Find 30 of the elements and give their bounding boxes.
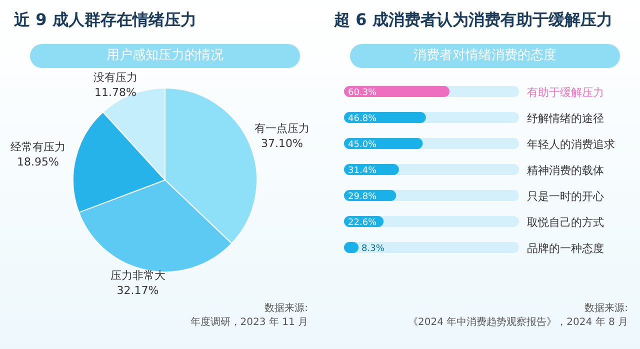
y-tick-label: 纾解情绪的途径: [527, 112, 604, 125]
data-label: 31.4%: [348, 166, 378, 176]
data-label: 45.0%: [348, 140, 378, 150]
source-note: 数据来源:: [264, 302, 308, 316]
data-label: 60.3%: [348, 88, 378, 98]
y-tick-label: 品牌的一种态度: [527, 242, 604, 255]
y-tick-label: 只是一时的开心: [527, 190, 604, 203]
data-label: 32.17%: [116, 284, 159, 297]
text: 《2024 年中消费趋势观察报告》，2024 年 8 月: [408, 316, 628, 330]
data-label: 46.8%: [348, 114, 378, 124]
y-tick-label: 有助于缓解压力: [527, 86, 604, 99]
text: 消费者对情绪消费的态度: [350, 44, 620, 68]
text: 年度调研，2023 年 11 月: [190, 316, 308, 330]
slice-label: 没有压力: [93, 71, 138, 84]
data-label: 8.3%: [362, 244, 385, 254]
chart-subtitle: 用户感知压力的情况: [30, 44, 300, 68]
y-tick-label: 精神消费的载体: [527, 164, 604, 177]
slice-label: 经常有压力: [10, 140, 66, 154]
chart-title: 超 6 成消费者认为消费有助于缓解压力: [334, 10, 612, 31]
y-tick-label: 取悦自己的方式: [527, 216, 604, 229]
data-label: 22.6%: [348, 218, 378, 228]
y-tick-label: 年轻人的消费追求: [527, 138, 615, 151]
slice-label: 压力非常大: [110, 269, 166, 282]
data-label: 37.10%: [261, 137, 303, 150]
chart-title: 近 9 成人群存在情绪压力: [14, 10, 196, 31]
slice-label: 有一点压力: [254, 122, 310, 136]
source-note: 数据来源:: [584, 302, 628, 316]
data-label: 11.78%: [94, 86, 136, 99]
data-label: 29.8%: [348, 192, 378, 202]
data-label: 18.95%: [17, 155, 59, 168]
